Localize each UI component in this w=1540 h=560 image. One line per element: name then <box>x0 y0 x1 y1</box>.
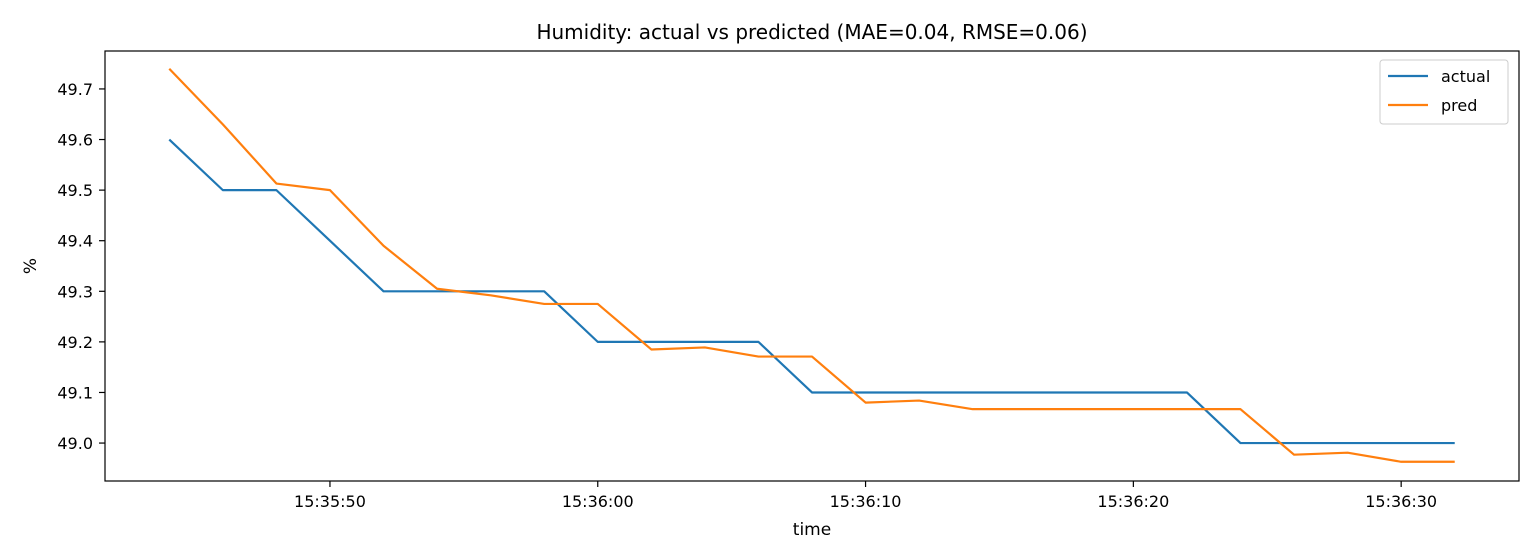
x-tick-label: 15:36:00 <box>562 492 634 511</box>
x-tick-label: 15:36:30 <box>1365 492 1437 511</box>
legend: actual pred <box>1379 59 1509 125</box>
y-axis: 49.0 49.1 49.2 49.3 49.4 49.5 49.6 49.7 <box>57 80 105 453</box>
y-tick-label: 49.5 <box>57 181 93 200</box>
x-tick-label: 15:35:50 <box>294 492 366 511</box>
plot-frame <box>104 50 1520 482</box>
x-tick-label: 15:36:20 <box>1097 492 1169 511</box>
legend-label-pred: pred <box>1441 96 1477 115</box>
x-axis-label: time <box>793 520 831 540</box>
y-tick-label: 49.3 <box>57 282 93 301</box>
plot-lines <box>168 67 1455 463</box>
y-tick-label: 49.6 <box>57 131 93 150</box>
legend-label-actual: actual <box>1441 67 1490 86</box>
y-tick-label: 49.7 <box>57 80 93 99</box>
x-axis: 15:35:50 15:36:00 15:36:10 15:36:20 15:36:30 <box>294 481 1437 511</box>
y-axis-label: % <box>21 258 41 274</box>
y-tick-label: 49.1 <box>57 383 93 402</box>
y-tick-label: 49.2 <box>57 333 93 352</box>
x-tick-label: 15:36:10 <box>830 492 902 511</box>
series-line-actual <box>168 138 1455 445</box>
series-line-pred <box>168 67 1455 463</box>
y-tick-label: 49.0 <box>57 434 93 453</box>
chart-title: Humidity: actual vs predicted (MAE=0.04,… <box>536 20 1087 44</box>
y-tick-label: 49.4 <box>57 232 93 251</box>
